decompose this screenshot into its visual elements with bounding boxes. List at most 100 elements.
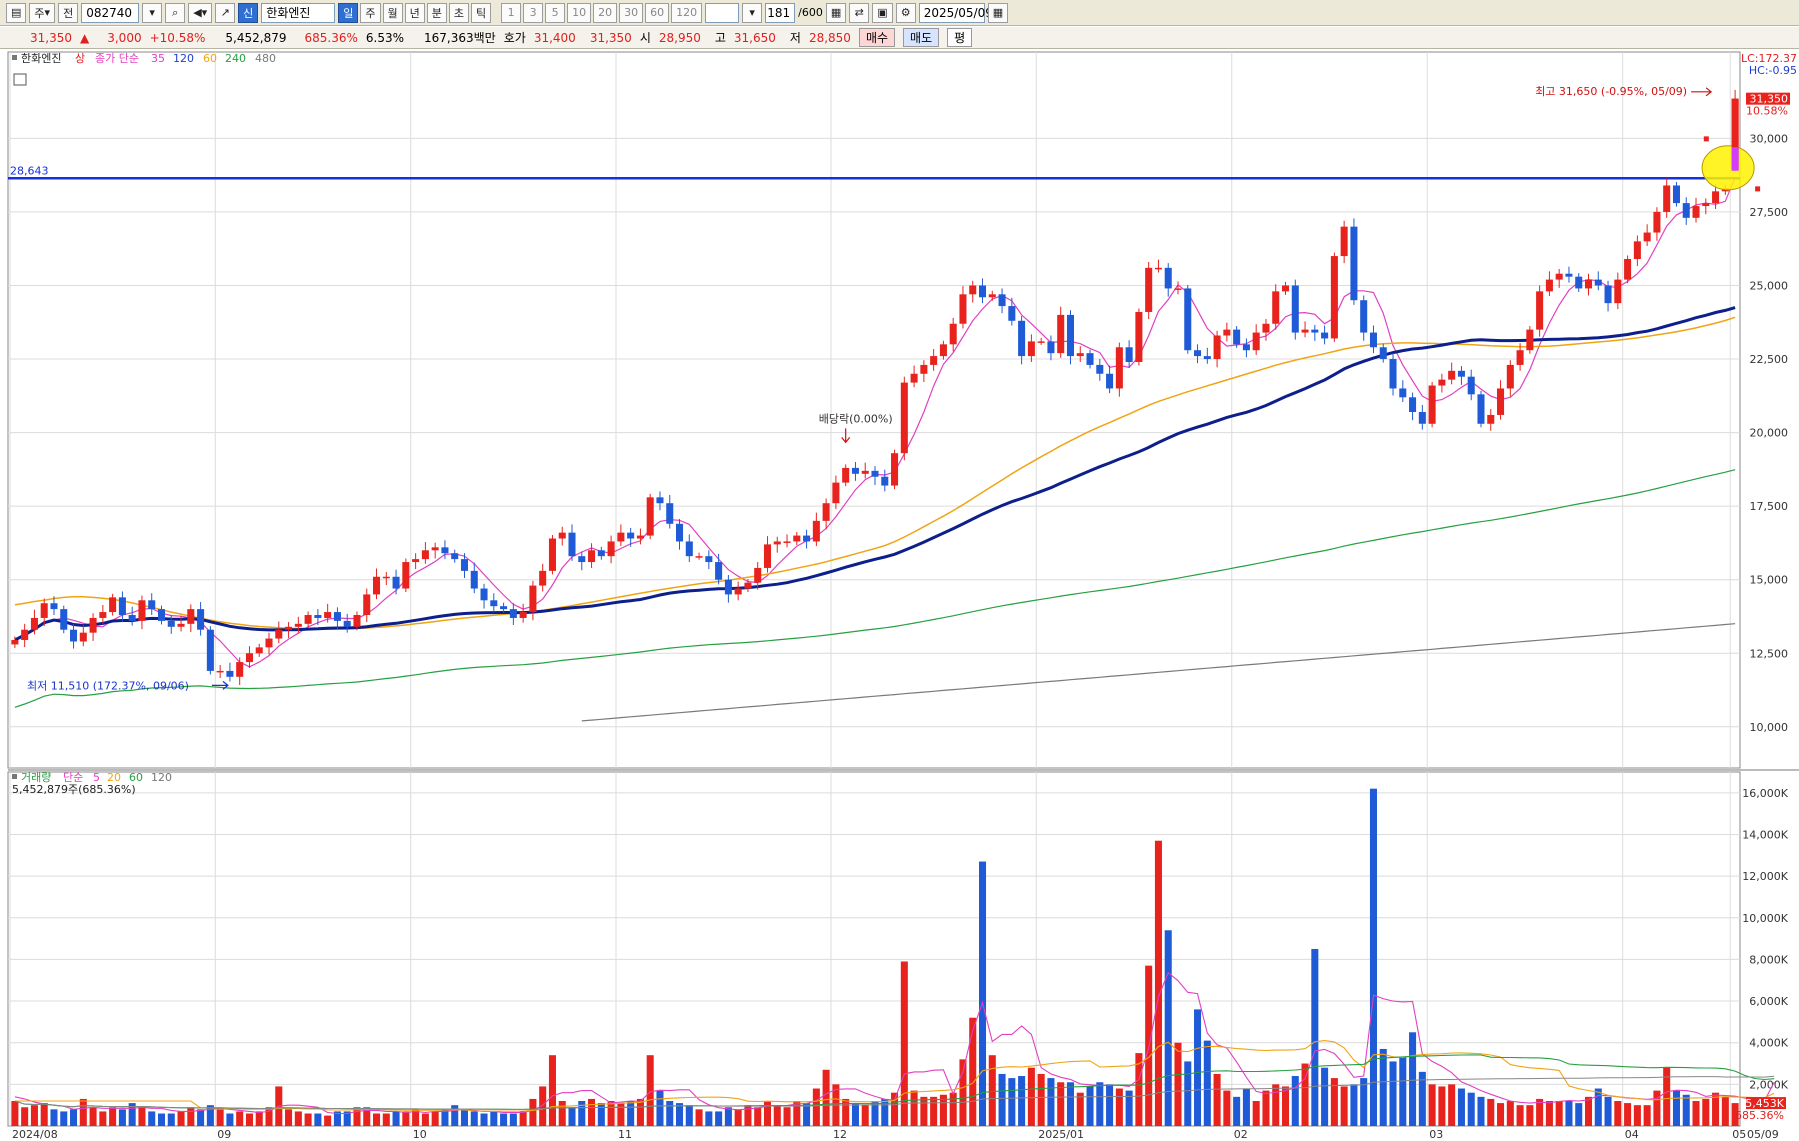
tab-period-1[interactable]: 주: [360, 2, 381, 23]
candle: [1633, 241, 1641, 260]
open-label: 시: [639, 31, 651, 45]
ma240-line: [581, 623, 1736, 722]
tab-interval-120[interactable]: 120: [671, 2, 703, 23]
tab-interval-1[interactable]: 1: [501, 2, 522, 23]
menu-icon[interactable]: ▤: [6, 2, 27, 23]
candle: [597, 550, 605, 557]
candle: [1516, 350, 1524, 365]
price-change: 3,000: [107, 30, 142, 45]
candle: [118, 597, 126, 616]
volume-bar: [548, 1055, 556, 1126]
legend-toggle-icon[interactable]: [13, 73, 27, 86]
candle: [412, 559, 420, 563]
ma60-line: [14, 306, 1736, 642]
gear-icon[interactable]: ⚙: [895, 2, 916, 23]
marker-dot: [1755, 186, 1761, 192]
turnover: 6.53%: [365, 30, 404, 45]
candle: [70, 629, 78, 642]
count-input[interactable]: 181: [765, 2, 796, 23]
legend-period-35: 35: [151, 52, 165, 65]
compare-icon[interactable]: ⇄: [849, 2, 870, 23]
range-selector[interactable]: 전: [58, 2, 79, 23]
low-annotation: 최저 11,510 (172.37%, 09/06): [27, 679, 189, 692]
high-arrow-icon: [1691, 87, 1713, 97]
sell-button[interactable]: 매도: [903, 28, 940, 47]
candle: [842, 467, 850, 483]
eval-button[interactable]: 평: [947, 28, 973, 47]
candle: [607, 541, 615, 557]
x-tick-label: 02: [1234, 1128, 1248, 1141]
candle: [148, 600, 156, 610]
candle: [1311, 329, 1319, 333]
volume-tick-label: 12,000K: [1742, 870, 1788, 883]
candle: [1477, 394, 1485, 424]
price-tick-label: 17,500: [1750, 500, 1789, 513]
tab-period-2[interactable]: 월: [382, 2, 403, 23]
volume-bar: [1467, 1092, 1475, 1126]
candle: [392, 576, 400, 589]
volume-bar: [656, 1090, 664, 1126]
candle: [480, 588, 488, 601]
candle: [21, 629, 29, 641]
volume-bar: [1653, 1090, 1661, 1126]
candle: [1624, 259, 1632, 280]
volume-bar: [245, 1113, 253, 1126]
calendar-icon[interactable]: ▦: [987, 2, 1009, 23]
tab-period-0[interactable]: 일: [338, 2, 359, 23]
save-icon[interactable]: ▣: [872, 2, 893, 23]
volume-bar: [1340, 1086, 1348, 1126]
search-icon[interactable]: ⌕: [165, 2, 186, 23]
volume-bar: [812, 1088, 820, 1126]
candle: [382, 576, 390, 579]
chevron-down-icon[interactable]: ▾: [742, 2, 763, 23]
stock-code-input[interactable]: 082740: [81, 2, 140, 23]
last-price-tag-bg: [1746, 92, 1790, 105]
tab-interval-3[interactable]: 3: [523, 2, 544, 23]
speaker-icon[interactable]: ◀▾: [188, 2, 213, 23]
tab-period-5[interactable]: 초: [448, 2, 470, 23]
grid-icon[interactable]: ▦: [825, 2, 847, 23]
interval-tabs: 1 3 5 10 20 30 60 120: [501, 2, 703, 23]
chevron-down-icon[interactable]: ▾: [142, 2, 163, 23]
buy-button[interactable]: 매수: [858, 28, 896, 47]
volume-bar: [1291, 1076, 1299, 1126]
candle: [988, 294, 996, 298]
volume-bar: [1643, 1105, 1651, 1126]
volume-bar: [1203, 1040, 1211, 1126]
volume-bar: [1379, 1048, 1387, 1126]
volume-bar: [1594, 1088, 1602, 1126]
candle: [1008, 306, 1016, 321]
price-tick-label: 15,000: [1750, 574, 1789, 587]
candle: [588, 550, 596, 563]
tab-interval-5[interactable]: 5: [545, 2, 566, 23]
tab-period-3[interactable]: 년: [404, 2, 425, 23]
volume-bar: [206, 1105, 214, 1126]
candle: [1712, 191, 1720, 204]
market-selector[interactable]: 주 ▾: [29, 2, 56, 23]
candle: [1145, 267, 1153, 312]
arrow-icon[interactable]: ↗: [215, 2, 236, 23]
tab-interval-30[interactable]: 30: [619, 2, 644, 23]
tab-interval-20[interactable]: 20: [593, 2, 618, 23]
tab-period-6[interactable]: 틱: [471, 2, 492, 23]
interval-custom-input[interactable]: [705, 2, 740, 23]
volume-bar: [441, 1109, 449, 1126]
candle: [1203, 356, 1211, 360]
tab-interval-10[interactable]: 10: [567, 2, 592, 23]
volume-bar: [99, 1111, 107, 1126]
x-tick-label: 2024/08: [12, 1128, 58, 1141]
candle: [509, 609, 517, 618]
volume-bar: [646, 1055, 654, 1126]
legend-period-240: 240: [225, 52, 246, 65]
volume-bar: [803, 1103, 811, 1126]
candle: [1242, 344, 1250, 351]
volume-bar: [314, 1113, 322, 1126]
tab-period-4[interactable]: 분: [426, 2, 447, 23]
low-arrow-icon: [211, 680, 229, 690]
stock-name-field[interactable]: 한화엔진: [261, 2, 336, 23]
date-input[interactable]: 2025/05/09: [918, 2, 993, 23]
volume-bar: [1184, 1061, 1192, 1126]
stock-chart[interactable]: 10,000 12,500 15,000 17,500 20,000 22,500 25,0…: [0, 50, 1799, 1141]
volume-bar: [1545, 1101, 1553, 1126]
tab-interval-60[interactable]: 60: [645, 2, 670, 23]
